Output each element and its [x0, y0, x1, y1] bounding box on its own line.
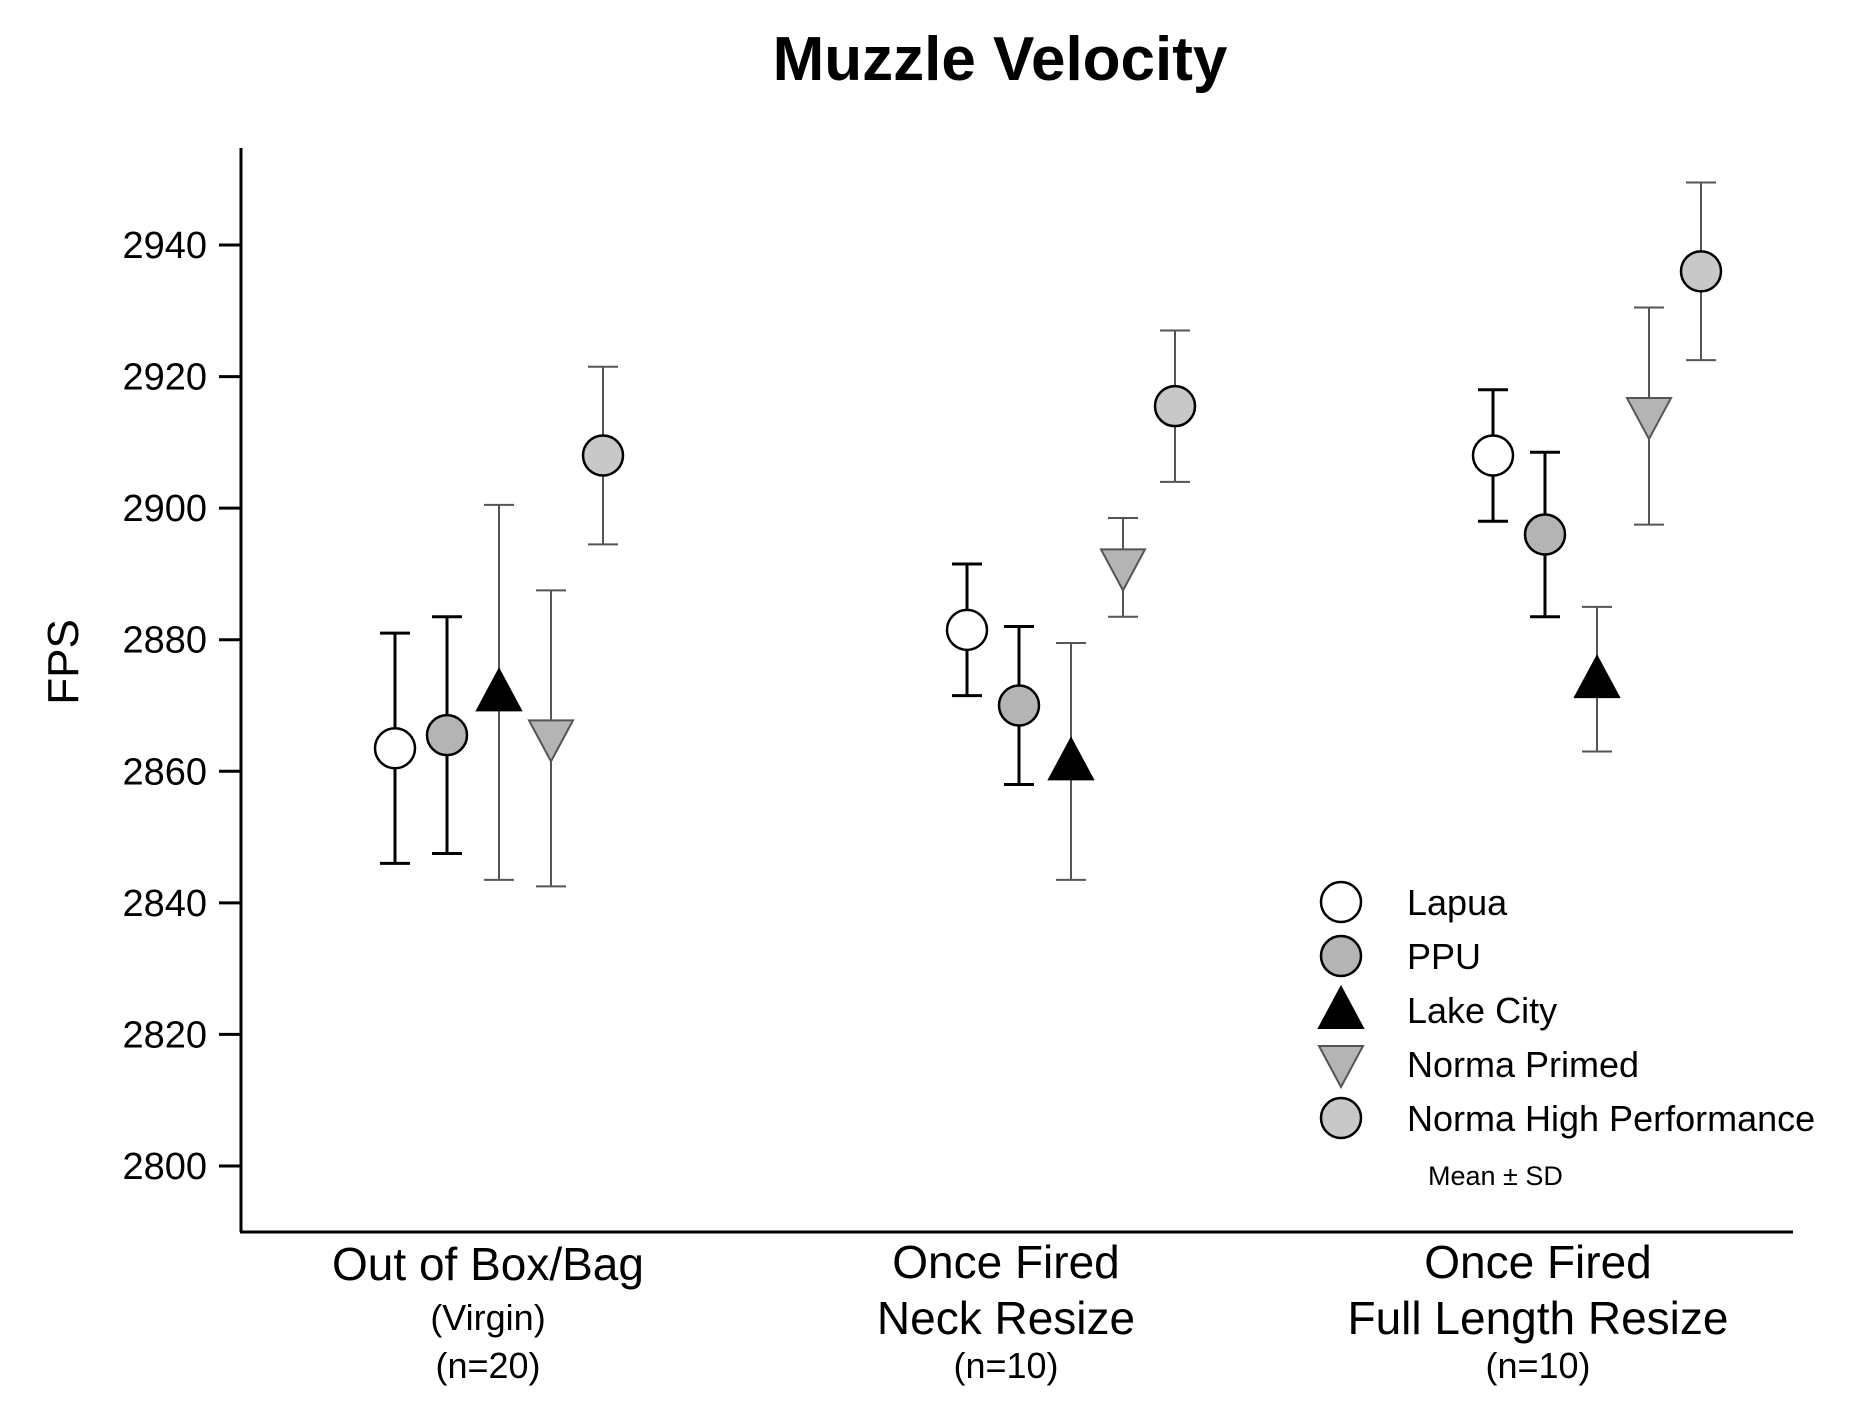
y-tick-label: 2800 [122, 1146, 207, 1188]
legend: Lapua PPU Lake City Norma Primed Norma High … [1317, 880, 1815, 1191]
data-point [1471, 434, 1515, 477]
category-label: Out of Box/Bag [332, 1238, 644, 1290]
data-point [1153, 384, 1197, 428]
y-tick-label: 2860 [122, 751, 207, 793]
data-point [475, 667, 523, 712]
category-sublabel: (Virgin) [430, 1297, 545, 1338]
data-point [1047, 736, 1095, 781]
legend-marker [1319, 1096, 1363, 1140]
legend-label: Lake City [1407, 990, 1557, 1031]
legend-label: Norma Primed [1407, 1044, 1639, 1085]
legend-marker [1317, 1045, 1365, 1090]
data-point [945, 608, 989, 652]
data-points [373, 181, 1723, 888]
data-point [581, 434, 625, 477]
x-axis-category-labels: Out of Box/Bag(Virgin)(n=20)Once FiredNe… [332, 1236, 1728, 1386]
y-tick-label: 2900 [122, 488, 207, 530]
y-tick-label: 2880 [122, 620, 207, 662]
category-sublabel: (n=10) [953, 1345, 1058, 1386]
category-label: Once Fired [892, 1236, 1120, 1288]
data-point [1523, 513, 1567, 556]
data-point [527, 719, 575, 764]
legend-marker [1319, 880, 1363, 924]
category-sublabel: (n=10) [1485, 1345, 1590, 1386]
category-sublabel: (n=20) [435, 1345, 540, 1386]
data-point [1573, 654, 1621, 699]
data-point [1679, 250, 1723, 293]
legend-label: Lapua [1407, 882, 1508, 923]
category-label: Once Fired [1424, 1236, 1652, 1288]
data-point [425, 713, 469, 757]
data-point [1625, 397, 1673, 442]
category-label: Neck Resize [877, 1292, 1135, 1344]
y-tick-label: 2820 [122, 1014, 207, 1056]
legend-label: Norma High Performance [1407, 1098, 1815, 1139]
legend-marker [1317, 984, 1365, 1029]
data-point [997, 684, 1041, 727]
chart-title: Muzzle Velocity [773, 25, 1228, 94]
legend-marker [1319, 934, 1363, 978]
y-tick-label: 2920 [122, 357, 207, 399]
data-point [373, 727, 417, 770]
legend-note: Mean ± SD [1428, 1161, 1563, 1191]
legend-label: PPU [1407, 936, 1481, 977]
y-axis-label: FPS [39, 619, 88, 705]
y-tick-label: 2840 [122, 883, 207, 925]
y-tick-label: 2940 [122, 225, 207, 267]
data-point [1099, 548, 1147, 593]
category-label: Full Length Resize [1348, 1292, 1729, 1344]
y-axis-ticks: 2800 2820 2840 2860 2880 2900 2920 2940 [122, 225, 241, 1188]
